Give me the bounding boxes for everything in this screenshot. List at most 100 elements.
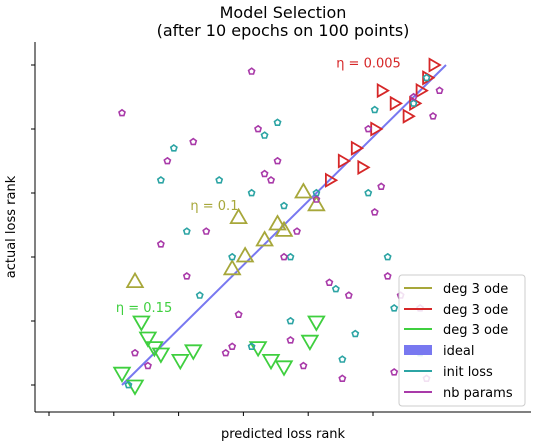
pentagon-marker: [292, 227, 301, 235]
legend-item-nb-params: nb params: [404, 386, 513, 401]
triangle-up-marker: [235, 246, 255, 263]
pentagon-marker: [383, 272, 392, 280]
pentagon-marker: [156, 240, 165, 248]
annotations: η = 0.005 η = 0.1 η = 0.15: [116, 56, 401, 316]
legend-item-deg3-red: deg 3 ode: [404, 303, 508, 318]
pentagon-marker: [182, 227, 191, 235]
pentagon-marker: [331, 284, 340, 293]
pentagon-marker: [390, 368, 399, 376]
pentagon-marker: [280, 201, 288, 210]
pentagon-marker: [273, 156, 282, 165]
legend-item-deg3-green: deg 3 ode: [404, 323, 508, 338]
legend-label: init loss: [443, 365, 493, 380]
pentagon-marker: [338, 374, 347, 383]
legend-label: deg 3 ode: [443, 323, 508, 338]
pentagon-marker: [130, 348, 139, 357]
triangle-down-marker: [151, 347, 171, 364]
x-ticks: [48, 412, 374, 416]
annotation-eta-0005: η = 0.005: [336, 56, 401, 71]
pentagon-marker: [260, 169, 269, 178]
x-axis-label: predicted loss rank: [221, 427, 346, 442]
pentagon-marker: [409, 99, 418, 107]
series-0: [125, 182, 326, 289]
pentagon-marker: [169, 144, 178, 152]
triangle-down-marker: [170, 353, 190, 371]
chart-title-line-1: Model Selection: [220, 3, 347, 22]
pentagon-marker: [163, 156, 172, 165]
triangle-marker: [428, 57, 442, 73]
triangle-marker: [389, 95, 403, 112]
legend-item-init-loss: init loss: [404, 365, 493, 380]
annotation-eta-015: η = 0.15: [116, 301, 172, 316]
series-3: [124, 73, 431, 389]
pentagon-marker: [377, 182, 386, 190]
pentagon-marker: [364, 124, 373, 133]
pentagon-marker: [182, 272, 191, 280]
pentagon-marker: [312, 195, 321, 203]
pentagon-marker: [370, 105, 379, 114]
chart-title-line-2: (after 10 epochs on 100 points): [157, 21, 410, 40]
pentagon-marker: [409, 92, 418, 101]
legend-item-ideal: ideal: [404, 344, 474, 359]
pentagon-marker: [351, 329, 360, 338]
triangle-down-marker: [138, 331, 158, 348]
triangle-marker: [350, 140, 365, 156]
pentagon-marker: [221, 348, 230, 357]
pentagon-marker: [118, 108, 126, 117]
pentagon-marker: [247, 188, 256, 197]
pentagon-marker: [286, 336, 295, 344]
pentagon-marker: [344, 291, 353, 299]
pentagon-marker: [202, 227, 211, 235]
pentagon-marker: [260, 131, 269, 139]
pentagon-marker: [338, 355, 347, 363]
triangle-up-marker: [294, 182, 313, 199]
triangle-up-marker: [229, 207, 248, 225]
pentagon-marker: [254, 124, 263, 133]
pentagon-marker: [143, 361, 152, 370]
legend-label: deg 3 ode: [443, 303, 508, 318]
pentagon-marker: [325, 278, 334, 287]
pentagon-marker: [280, 252, 288, 261]
pentagon-marker: [383, 252, 392, 261]
triangle-marker: [376, 82, 390, 99]
pentagon-marker: [247, 342, 256, 351]
legend-label: deg 3 ode: [443, 282, 508, 297]
legend: deg 3 ode deg 3 ode deg 3 ode ideal init…: [398, 274, 526, 407]
triangle-down-marker: [112, 366, 132, 383]
triangle-up-marker: [274, 220, 294, 237]
pentagon-marker: [286, 252, 295, 261]
legend-label: nb params: [443, 386, 513, 401]
triangle-up-marker: [268, 214, 287, 231]
legend-box: [398, 274, 526, 407]
y-ticks: [31, 64, 35, 386]
triangle-up-marker: [255, 230, 274, 247]
pentagon-marker: [228, 252, 237, 261]
pentagon-marker: [429, 112, 438, 120]
triangle-marker: [337, 153, 352, 169]
legend-swatch: [404, 345, 432, 355]
pentagon-marker: [228, 342, 237, 351]
annotation-eta-01: η = 0.1: [190, 199, 238, 214]
triangle-marker: [402, 108, 416, 124]
triangle-down-marker: [274, 360, 294, 377]
scatter-markers: [112, 57, 444, 396]
legend-label: ideal: [443, 344, 474, 359]
pentagon-marker: [247, 67, 256, 75]
triangle-down-marker: [132, 315, 151, 332]
triangle-down-marker: [261, 353, 281, 371]
pentagon-marker: [267, 176, 276, 184]
triangle-marker: [324, 172, 339, 188]
pentagon-marker: [195, 291, 204, 299]
pentagon-marker: [124, 380, 133, 389]
triangle-marker: [357, 159, 371, 176]
legend-item-deg3-olive: deg 3 ode: [404, 282, 508, 297]
pentagon-marker: [234, 310, 243, 319]
triangle-down-marker: [307, 315, 326, 332]
pentagon-marker: [422, 73, 431, 82]
pentagon-marker: [370, 208, 379, 216]
ideal-line: [121, 64, 447, 386]
axes: [31, 42, 531, 416]
pentagon-marker: [189, 137, 198, 146]
y-axis-label: actual loss rank: [4, 175, 19, 278]
